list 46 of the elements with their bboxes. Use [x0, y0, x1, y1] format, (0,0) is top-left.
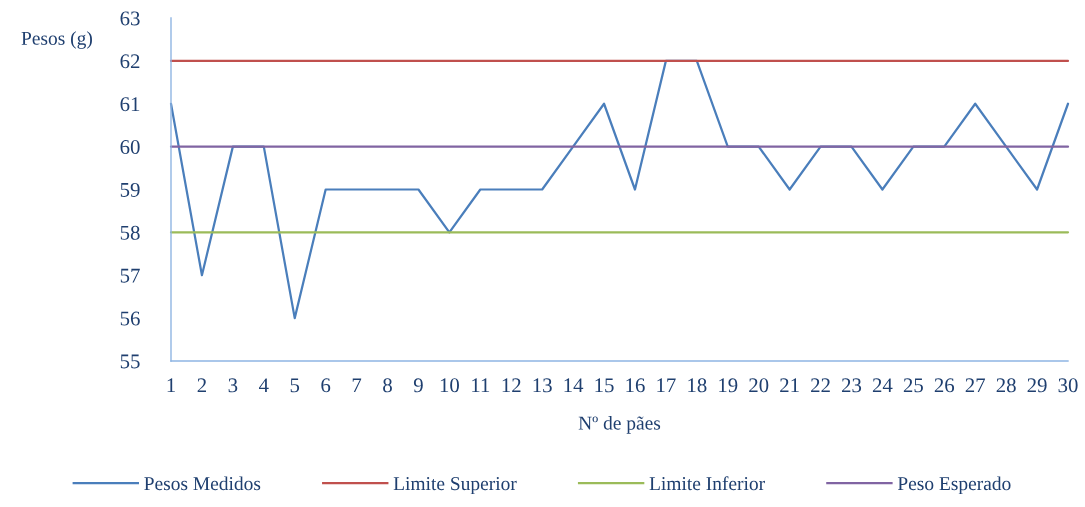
x-tick-label: 30	[1058, 378, 1078, 393]
x-tick-label: 9	[413, 378, 423, 393]
line-series	[169, 59, 1070, 320]
legend-label: Limite Inferior	[649, 476, 765, 491]
x-tick-label: 3	[228, 378, 238, 393]
x-tick-label: 12	[502, 378, 521, 393]
x-tick-label: 20	[749, 378, 769, 393]
y-tick-label: 60	[120, 140, 140, 155]
x-tick-label: 13	[533, 378, 552, 393]
x-tick-label: 16	[626, 378, 645, 393]
y-tick-label: 61	[120, 97, 140, 112]
x-tick-label: 2	[197, 378, 206, 393]
x-tick-label: 7	[352, 378, 362, 393]
x-tick-label: 17	[657, 378, 676, 393]
x-axis-title: Nº de pães	[578, 416, 661, 434]
x-tick-label: 26	[934, 378, 955, 393]
x-tick-label: 27	[965, 378, 986, 393]
x-tick-label: 4	[258, 378, 269, 393]
y-axis-title: Pesos (g)	[21, 31, 92, 49]
x-tick-label: 23	[841, 378, 862, 393]
x-tick-label: 14	[564, 378, 584, 393]
x-tick-label: 29	[1027, 378, 1047, 393]
x-tick-label: 6	[321, 378, 331, 393]
y-tick-label: 63	[120, 11, 140, 26]
x-tick-label: 25	[903, 378, 923, 393]
x-tick-label: 1	[167, 378, 175, 393]
y-tick-label: 62	[120, 54, 140, 69]
x-tick-label: 19	[719, 378, 738, 393]
x-tick-label: 22	[811, 378, 830, 393]
legend-label: Peso Esperado	[897, 476, 1011, 495]
legend-label: Pesos Medidos	[144, 476, 261, 491]
y-tick-label: 59	[120, 182, 140, 197]
y-tick-label: 58	[120, 225, 140, 240]
x-tick-label: 10	[440, 378, 459, 393]
x-tick-label: 21	[780, 378, 799, 393]
y-tick-label: 55	[120, 354, 140, 369]
legend-label: Limite Superior	[393, 477, 517, 495]
x-tick-label: 5	[290, 378, 300, 393]
x-tick-label: 8	[383, 378, 392, 393]
y-tick-label: 56	[120, 311, 140, 326]
x-tick-label: 15	[595, 378, 614, 393]
y-tick-label: 57	[120, 268, 140, 283]
x-tick-label: 24	[872, 378, 893, 393]
x-tick-label: 11	[472, 378, 490, 393]
x-tick-label: 18	[688, 378, 707, 393]
x-tick-label: 28	[996, 378, 1016, 393]
